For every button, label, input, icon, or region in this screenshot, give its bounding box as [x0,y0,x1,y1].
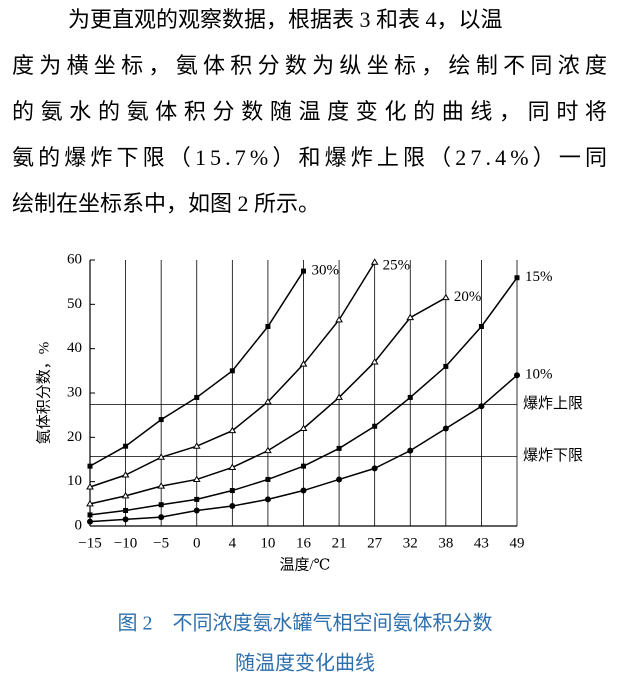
caption: 随温度变化曲线 [235,652,375,675]
paragraph-line: 氨的爆炸下限（15.7%）和爆炸上限（27.4%）一同 [12,145,607,170]
y-tick-label: 60 [67,251,82,267]
y-tick-label: 20 [67,429,82,445]
y-tick-label: 30 [67,384,82,400]
y-tick-label: 40 [67,340,82,356]
marker [87,512,93,518]
marker [443,363,449,369]
marker [336,476,343,483]
series-label: 10% [525,367,553,383]
marker [123,507,129,513]
series-label: 20% [454,289,482,305]
marker [86,483,94,490]
marker [336,445,342,451]
paragraph-line: 绘制在坐标系中，如图 2 所示。 [12,191,320,216]
x-tick-label: −10 [114,535,137,551]
reference-label: 爆炸上限 [523,395,583,412]
marker [121,491,130,499]
x-tick-label: 10 [260,535,275,551]
marker [406,313,415,321]
series-label: 25% [383,257,411,273]
marker [514,275,520,281]
caption: 图 2 不同浓度氨水罐气相空间氨体积分数 [118,612,493,635]
reference-label: 爆炸下限 [523,447,583,464]
marker [265,324,271,329]
marker [371,465,378,472]
marker [265,476,271,482]
marker [194,394,200,400]
marker [478,324,484,329]
series-label: 15% [525,269,553,285]
marker [86,499,94,507]
marker [121,471,130,478]
marker [229,503,236,510]
marker [229,368,235,374]
y-tick-label: 50 [67,296,82,312]
marker [299,424,308,431]
marker [441,293,450,301]
marker [300,487,307,494]
marker [193,507,200,514]
marker [158,417,164,423]
marker [407,394,413,400]
x-tick-label: 27 [367,535,383,551]
marker [301,463,306,469]
series-label: 30% [312,263,340,279]
paragraph-line: 为更直观的观察数据，根据表 3 和表 4，以温 [68,7,503,32]
marker [87,463,93,469]
y-tick-label: 0 [75,517,83,533]
marker [87,518,93,525]
paragraph-line: 度为横坐标，氨体积分数为纵坐标，绘制不同浓度 [12,53,607,78]
marker [192,442,201,449]
x-tick-label: 16 [296,535,312,551]
marker [122,516,129,523]
x-tick-label: −15 [78,535,101,551]
marker [157,453,166,460]
x-tick-label: 43 [474,535,489,551]
x-tick-label: 38 [438,535,453,551]
marker [192,475,201,482]
marker [264,446,272,454]
marker [158,514,165,521]
x-tick-label: −5 [153,535,169,551]
marker [478,403,485,410]
x-tick-label: 0 [193,535,201,551]
marker [228,426,237,434]
y-axis-label: 氨体积分数，% [35,342,52,445]
paragraph-line: 的氨水的氨体积分数随温度变化的曲线，同时将 [12,99,607,124]
marker [229,488,235,494]
marker [123,443,129,449]
marker [335,393,343,400]
x-tick-label: 49 [510,535,525,551]
marker [514,372,520,379]
x-tick-label: 21 [332,535,347,551]
marker [299,360,308,367]
marker [157,482,166,489]
marker [370,258,379,265]
x-axis-label: 温度/℃ [280,556,331,573]
x-tick-label: 4 [229,535,237,551]
marker [407,447,414,454]
marker [264,496,271,503]
marker [442,425,449,432]
marker [194,496,200,502]
marker [335,315,343,323]
marker [301,268,306,274]
y-tick-label: 10 [67,473,82,489]
x-tick-label: 32 [403,535,418,551]
marker [158,502,164,508]
marker [372,423,378,429]
marker [370,357,379,365]
marker [228,463,237,470]
marker [264,397,272,405]
